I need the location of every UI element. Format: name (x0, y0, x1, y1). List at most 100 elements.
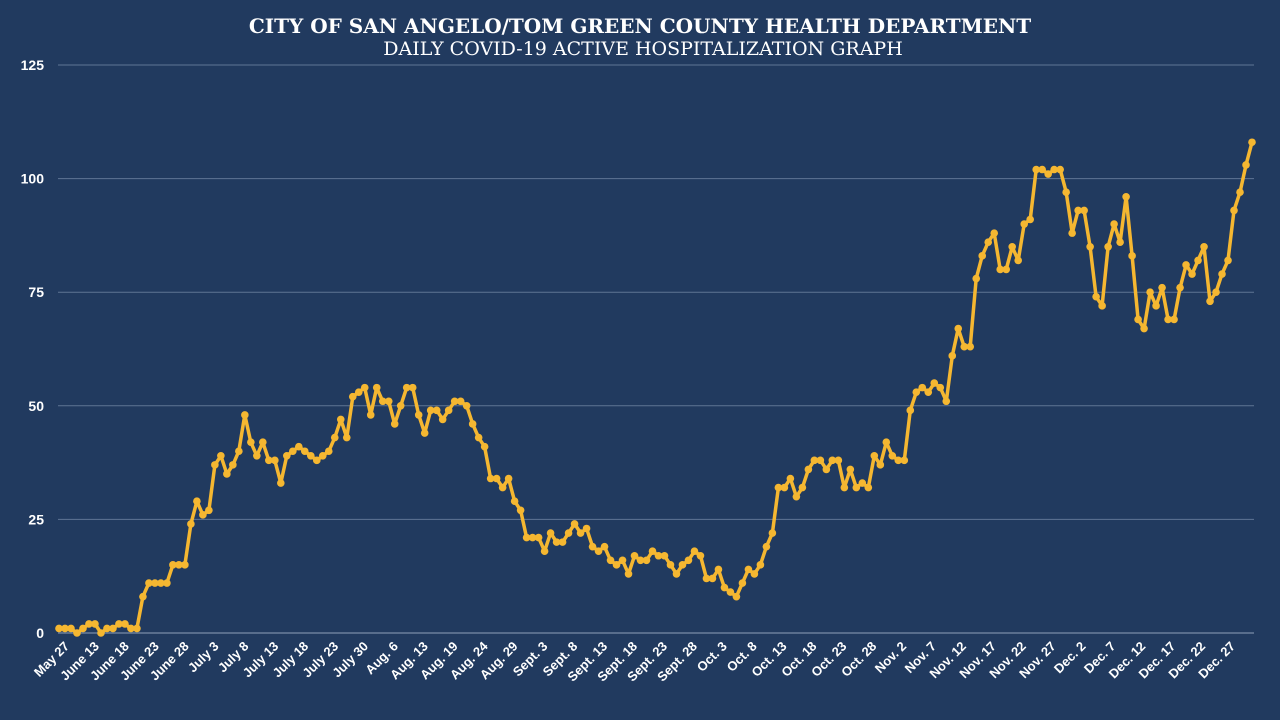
data-point (187, 520, 195, 528)
x-tick-label: Dec. 2 (1051, 639, 1089, 677)
data-point (169, 561, 177, 569)
data-point (1110, 220, 1118, 228)
data-point (654, 551, 663, 560)
data-point (61, 624, 69, 633)
data-point (828, 456, 837, 465)
data-point (612, 561, 621, 569)
data-point (199, 511, 207, 519)
data-point (259, 438, 267, 446)
data-point (253, 451, 261, 460)
data-point (642, 556, 651, 565)
data-point (1200, 242, 1208, 251)
data-point (648, 547, 657, 556)
data-point (672, 570, 681, 578)
data-point (636, 556, 645, 565)
data-point (768, 529, 777, 537)
data-point (121, 620, 129, 628)
data-point (1068, 229, 1076, 237)
data-point (564, 529, 573, 537)
data-point (864, 483, 873, 492)
gridlines (58, 64, 1254, 634)
data-point (978, 252, 987, 260)
data-point (1128, 252, 1136, 260)
data-point (570, 520, 579, 528)
data-point (312, 456, 321, 465)
data-point (708, 574, 717, 583)
data-point (900, 456, 909, 465)
data-point (229, 461, 237, 469)
data-point (918, 383, 927, 392)
data-point (444, 406, 453, 415)
data-point (972, 274, 981, 283)
data-point (492, 474, 501, 483)
data-point (283, 451, 291, 460)
data-point (858, 479, 867, 487)
data-point (330, 433, 339, 442)
data-point (774, 483, 783, 492)
data-point (984, 238, 993, 247)
data-point (660, 551, 669, 560)
data-point (1116, 238, 1124, 247)
data-point (79, 624, 87, 633)
data-point (540, 547, 549, 556)
data-point (876, 461, 885, 469)
data-point (336, 415, 345, 424)
data-point (91, 620, 99, 628)
data-point (474, 433, 483, 442)
data-point (175, 561, 183, 569)
data-point (1182, 261, 1190, 269)
data-point (247, 438, 255, 446)
data-point (546, 529, 555, 537)
data-point (996, 265, 1005, 274)
series-layer (55, 138, 1256, 637)
data-point (193, 497, 201, 506)
data-point (504, 474, 513, 483)
data-point (786, 474, 795, 483)
data-point (804, 465, 813, 474)
data-point (438, 415, 447, 424)
data-point (1086, 242, 1094, 251)
data-point (73, 629, 81, 637)
data-point (1164, 315, 1172, 324)
data-point (1044, 170, 1052, 178)
data-point (954, 324, 963, 333)
data-point (756, 561, 765, 569)
x-tick-label: July 3 (185, 639, 222, 676)
data-point (684, 556, 693, 565)
data-point (265, 456, 273, 465)
data-point (324, 447, 333, 456)
data-point (528, 533, 537, 542)
data-point (127, 624, 135, 633)
data-point (1080, 206, 1088, 215)
data-point (522, 533, 531, 542)
data-point (606, 556, 615, 565)
data-point (480, 442, 489, 451)
data-point (1092, 292, 1100, 301)
data-point (1176, 283, 1184, 292)
data-point (450, 397, 459, 406)
y-axis-ticks: 0 25 50 75 100 125 (21, 57, 45, 641)
data-point (294, 442, 303, 451)
data-point (666, 561, 675, 569)
data-point (139, 592, 147, 601)
data-point (109, 624, 117, 633)
data-point (702, 574, 711, 583)
data-point (678, 561, 687, 569)
data-point (960, 342, 969, 351)
data-point (738, 579, 747, 587)
data-point (1218, 270, 1226, 278)
data-point (1152, 302, 1160, 310)
data-point (1020, 220, 1028, 228)
data-point (600, 542, 609, 551)
data-point (1194, 256, 1202, 265)
data-point (420, 429, 429, 437)
data-point (906, 406, 915, 415)
data-point (714, 565, 723, 574)
data-point (1206, 297, 1214, 306)
data-point (462, 402, 471, 410)
data-point (145, 579, 153, 587)
data-point (55, 624, 63, 633)
data-point (223, 470, 231, 478)
data-point (870, 451, 879, 460)
